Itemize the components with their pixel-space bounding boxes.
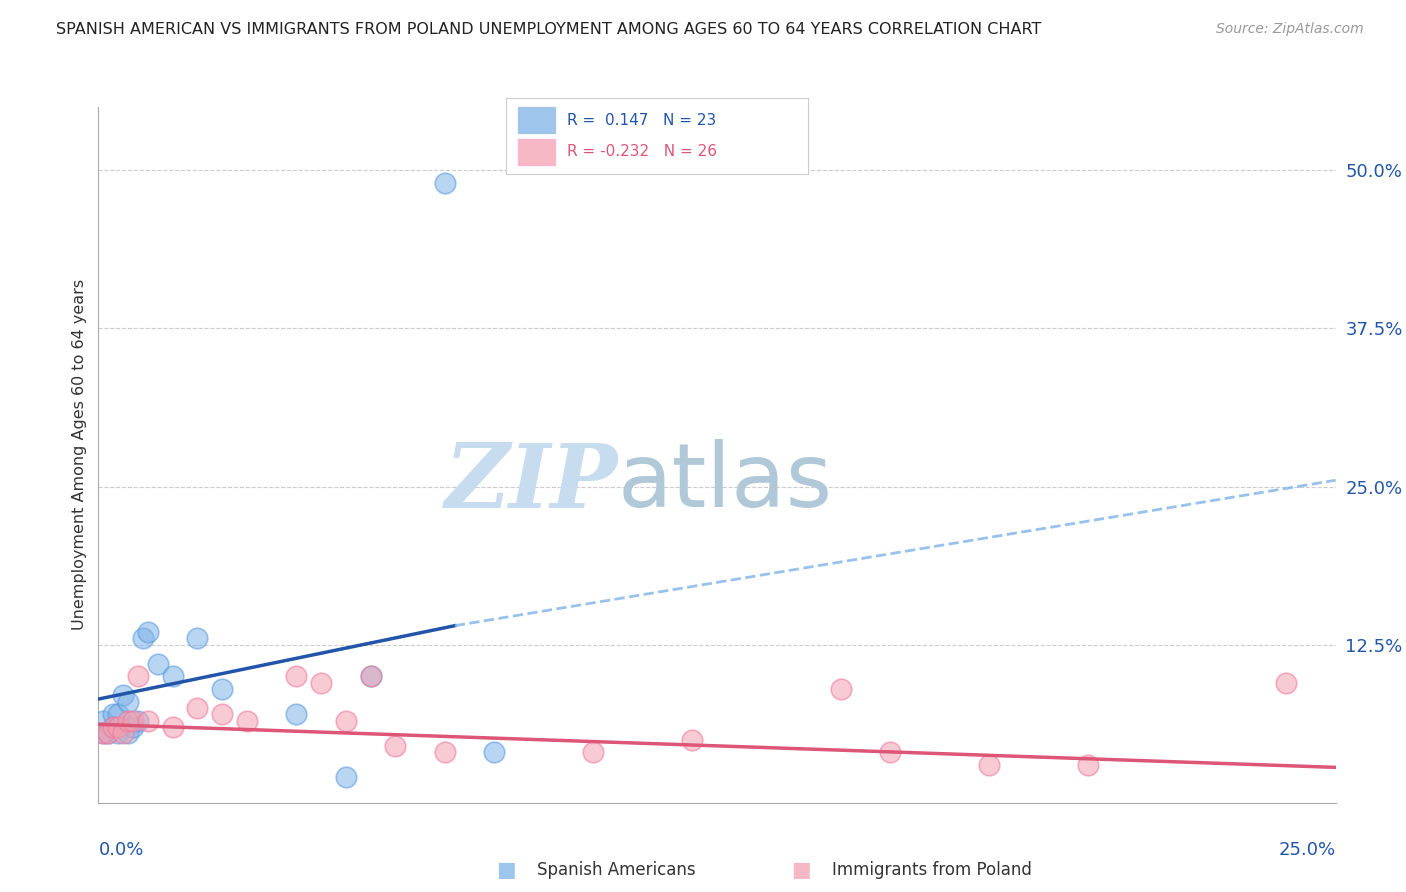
Text: Immigrants from Poland: Immigrants from Poland [832, 861, 1032, 879]
Point [107, 707, 129, 722]
Point [484, 745, 506, 759]
Point [186, 632, 208, 646]
Point [1275, 675, 1298, 690]
Text: Source: ZipAtlas.com: Source: ZipAtlas.com [1216, 22, 1364, 37]
Point [186, 701, 208, 715]
Text: Spanish Americans: Spanish Americans [537, 861, 696, 879]
Point [433, 745, 456, 759]
Point [103, 720, 125, 734]
Point [285, 707, 308, 722]
FancyBboxPatch shape [519, 107, 554, 133]
Point [433, 176, 456, 190]
Point [879, 745, 901, 759]
Point [162, 669, 184, 683]
Point [93, 714, 115, 728]
Point [117, 714, 139, 728]
Point [681, 732, 703, 747]
Point [335, 714, 357, 728]
Point [103, 720, 125, 734]
Point [93, 726, 115, 740]
Point [97, 726, 120, 740]
Point [285, 669, 308, 683]
Point [236, 714, 259, 728]
Text: R =  0.147   N = 23: R = 0.147 N = 23 [567, 112, 716, 128]
Text: R = -0.232   N = 26: R = -0.232 N = 26 [567, 145, 717, 160]
Point [93, 726, 115, 740]
Point [1077, 757, 1099, 772]
Point [162, 720, 184, 734]
Point [107, 720, 129, 734]
Point [97, 726, 120, 740]
Point [335, 771, 357, 785]
Point [360, 669, 382, 683]
Point [136, 625, 159, 640]
Point [384, 739, 406, 753]
Point [127, 669, 149, 683]
Y-axis label: Unemployment Among Ages 60 to 64 years: Unemployment Among Ages 60 to 64 years [72, 279, 87, 631]
Point [211, 707, 233, 722]
Text: ■: ■ [496, 860, 516, 880]
Text: ■: ■ [792, 860, 811, 880]
Point [136, 714, 159, 728]
Point [979, 757, 1001, 772]
Point [112, 688, 135, 702]
Point [582, 745, 605, 759]
Point [127, 714, 149, 728]
Point [107, 726, 129, 740]
Point [360, 669, 382, 683]
Point [112, 726, 135, 740]
Text: SPANISH AMERICAN VS IMMIGRANTS FROM POLAND UNEMPLOYMENT AMONG AGES 60 TO 64 YEAR: SPANISH AMERICAN VS IMMIGRANTS FROM POLA… [56, 22, 1042, 37]
Point [132, 632, 155, 646]
Point [211, 681, 233, 696]
Point [117, 695, 139, 709]
Text: 0.0%: 0.0% [98, 841, 143, 859]
Point [122, 714, 145, 728]
Text: 25.0%: 25.0% [1278, 841, 1336, 859]
Point [146, 657, 169, 671]
Point [830, 681, 852, 696]
Point [122, 720, 145, 734]
Text: atlas: atlas [619, 439, 834, 526]
Point [103, 707, 125, 722]
Text: ZIP: ZIP [444, 440, 619, 526]
Point [309, 675, 332, 690]
FancyBboxPatch shape [519, 139, 554, 165]
Point [117, 726, 139, 740]
